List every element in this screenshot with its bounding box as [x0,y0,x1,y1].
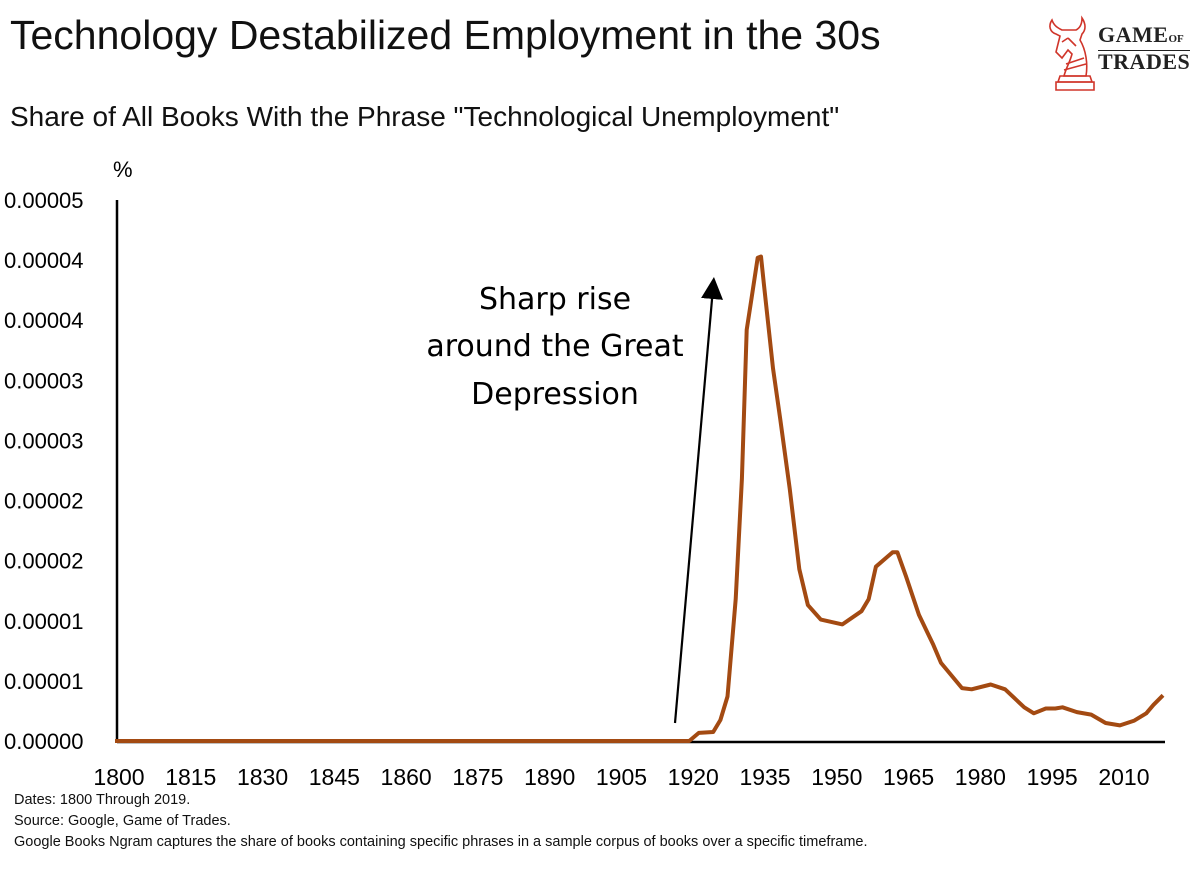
y-tick-label: 0.00003 [4,368,84,393]
footer-source: Source: Google, Game of Trades. [14,813,231,829]
x-tick-label: 1830 [237,764,288,790]
logo-wordmark: GAMEOF TRADES [1098,22,1191,76]
bull-knight-icon [1049,15,1095,91]
x-tick-label: 1860 [381,764,432,790]
y-tick-label: 0.00005 [4,188,84,213]
x-tick-label: 1845 [309,764,360,790]
x-tick-label: 1815 [165,764,216,790]
x-tick-label: 1980 [955,764,1006,790]
logo-line1: GAME [1098,22,1169,47]
y-tick-labels: 0.00000 0.00001 0.00001 0.00002 0.00002 0.000… [4,188,84,754]
logo-of: OF [1168,33,1184,45]
footer-dates: Dates: 1800 Through 2019. [14,792,191,808]
x-tick-label: 2010 [1098,764,1149,790]
x-tick-label: 1800 [93,764,144,790]
chart-subtitle: Share of All Books With the Phrase "Tech… [10,101,840,132]
y-tick-label: 0.00002 [4,489,84,514]
annotation-arrow [673,277,724,724]
x-tick-label: 1905 [596,764,647,790]
x-tick-label: 1950 [811,764,862,790]
x-tick-label: 1920 [668,764,719,790]
y-tick-label: 0.00004 [4,248,84,273]
y-tick-label: 0.00000 [4,729,84,754]
x-tick-labels: 1800 1815 1830 1845 1860 1875 1890 1905 1920 1935… [93,764,1149,790]
page-title: Technology Destabilized Employment in th… [10,12,881,58]
annotation-line-3: Depression [471,377,639,412]
x-tick-label: 1965 [883,764,934,790]
y-tick-label: 0.00003 [4,428,84,453]
annotation-line-2: around the Great [426,329,684,364]
x-tick-label: 1890 [524,764,575,790]
y-axis-label: % [113,157,133,182]
y-tick-label: 0.00001 [4,669,84,694]
x-tick-label: 1995 [1027,764,1078,790]
game-of-trades-logo [1049,15,1095,91]
footer-note: Google Books Ngram captures the share of… [14,834,868,850]
y-tick-label: 0.00002 [4,549,84,574]
logo-line2: TRADES [1098,49,1191,74]
y-tick-label: 0.00004 [4,308,84,333]
annotation-line-1: Sharp rise [479,282,631,317]
x-tick-label: 1875 [452,764,503,790]
y-tick-label: 0.00001 [4,609,84,634]
x-tick-label: 1935 [739,764,790,790]
series-line [115,254,1165,743]
